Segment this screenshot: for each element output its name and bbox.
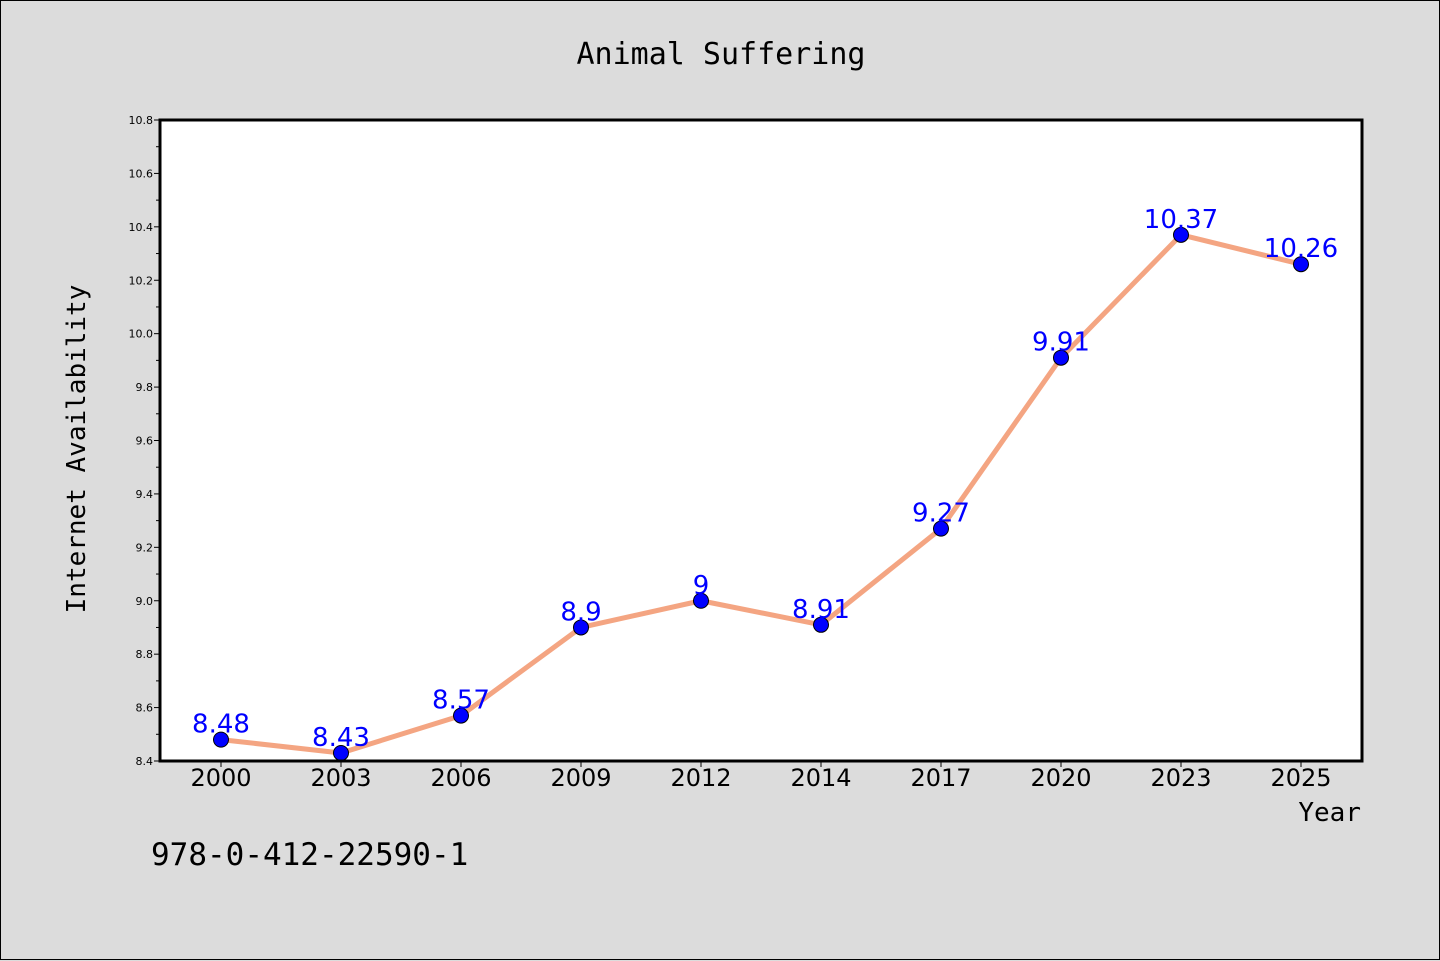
y-tick-label: 8.4 — [136, 755, 154, 768]
x-tick-label: 2009 — [550, 764, 611, 792]
x-tick-label: 2012 — [670, 764, 731, 792]
y-tick-label: 10.0 — [129, 328, 154, 341]
data-point — [933, 520, 949, 537]
x-tick-label: 2006 — [430, 764, 491, 792]
x-tick-label: 2003 — [310, 764, 371, 792]
y-tick-label: 8.6 — [136, 702, 154, 715]
y-tick-label: 9.0 — [136, 595, 154, 608]
y-tick-label: 10.6 — [129, 167, 154, 180]
data-point — [573, 619, 589, 636]
data-point — [213, 731, 229, 748]
y-tick-label: 10.8 — [129, 114, 154, 127]
y-tick-label: 9.6 — [136, 435, 154, 448]
x-tick-label: 2023 — [1150, 764, 1211, 792]
x-tick-label: 2020 — [1030, 764, 1091, 792]
x-tick-label: 2025 — [1270, 764, 1331, 792]
y-tick-label: 9.4 — [136, 488, 154, 501]
y-axis: 8.4 8.6 8.8 9.0 9.2 9.4 9.6 9.8 10.0 10.2 10.4 10.6… — [129, 114, 160, 768]
data-label: 8.48 — [192, 710, 250, 740]
data-label: 9.91 — [1032, 328, 1090, 358]
data-label: 8.9 — [560, 597, 601, 627]
data-label: 8.43 — [312, 723, 370, 753]
series-line — [218, 232, 1304, 756]
y-tick-label: 8.8 — [136, 648, 154, 661]
data-point — [813, 616, 829, 633]
data-point — [693, 592, 709, 609]
x-axis-label: Year — [1298, 798, 1361, 828]
series-layer: 8.48 8.43 8.57 8.9 9 8.91 9.27 9.91 10.37 10.26 — [192, 205, 1338, 761]
y-tick-label: 10.2 — [129, 274, 154, 287]
data-label: 10.37 — [1144, 205, 1218, 235]
footer-text: 978-0-412-22590-1 — [151, 837, 468, 873]
y-tick-label: 10.4 — [129, 221, 154, 234]
y-axis-label: Internet Availability — [62, 285, 92, 614]
data-label: 10.26 — [1264, 234, 1338, 264]
data-point — [1293, 256, 1309, 273]
plot-border — [158, 118, 1364, 763]
data-label: 8.57 — [432, 686, 490, 716]
data-label: 9 — [693, 571, 710, 601]
data-point — [1173, 226, 1189, 243]
x-tick-label: 2014 — [790, 764, 851, 792]
data-point — [453, 707, 469, 724]
data-label: 8.91 — [792, 595, 850, 625]
y-tick-label: 9.8 — [136, 381, 154, 394]
x-tick-label: 2017 — [910, 764, 971, 792]
x-axis: 2000 2003 2006 2009 2012 2014 2017 2020 2023 2025 — [190, 761, 1332, 792]
data-label: 9.27 — [912, 499, 970, 529]
data-point — [1053, 349, 1069, 366]
chart-title: Animal Suffering — [577, 37, 866, 72]
plot-area — [160, 120, 1362, 761]
x-tick-label: 2000 — [190, 764, 251, 792]
y-tick-label: 9.2 — [136, 541, 154, 554]
